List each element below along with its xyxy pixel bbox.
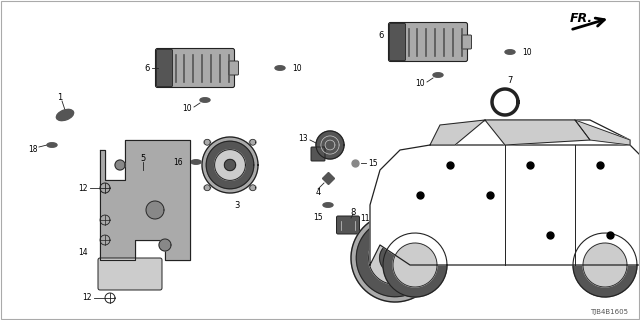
Text: 1: 1 [58,92,63,101]
Polygon shape [356,219,434,297]
Polygon shape [575,120,630,145]
Polygon shape [214,150,245,180]
Text: 18: 18 [29,145,38,154]
Polygon shape [146,201,164,219]
FancyBboxPatch shape [388,22,467,61]
Text: FR.: FR. [570,12,593,25]
Polygon shape [380,243,410,273]
Ellipse shape [56,109,74,121]
Polygon shape [225,159,236,171]
Text: TJB4B1605: TJB4B1605 [590,309,628,315]
Polygon shape [583,243,627,287]
Polygon shape [369,232,421,284]
Polygon shape [573,233,637,297]
Text: 4: 4 [316,188,321,196]
FancyBboxPatch shape [461,35,472,49]
Polygon shape [393,243,437,287]
Ellipse shape [204,140,211,145]
Text: 2: 2 [593,154,598,163]
Text: 3: 3 [234,201,240,210]
Text: 11: 11 [360,213,370,222]
FancyBboxPatch shape [156,49,234,87]
Text: 13: 13 [298,133,308,142]
Text: 10: 10 [182,103,192,113]
Text: 15: 15 [368,158,378,167]
Polygon shape [370,145,640,265]
Text: 10: 10 [415,78,425,87]
FancyBboxPatch shape [98,258,162,290]
Ellipse shape [448,238,456,242]
Text: 17: 17 [565,211,575,220]
Ellipse shape [505,50,515,54]
Polygon shape [100,140,190,260]
Polygon shape [159,239,171,251]
Text: 12: 12 [83,293,92,302]
FancyBboxPatch shape [337,216,360,234]
Text: 10: 10 [292,63,301,73]
Text: 16: 16 [173,157,183,166]
FancyBboxPatch shape [390,23,406,60]
Text: 7: 7 [508,76,513,84]
Text: 9: 9 [462,236,467,244]
Text: 10: 10 [522,47,532,57]
Ellipse shape [200,98,210,102]
Polygon shape [430,120,485,145]
FancyBboxPatch shape [157,50,173,86]
Text: 12: 12 [79,183,88,193]
Polygon shape [485,120,590,145]
Text: 5: 5 [140,154,146,163]
Polygon shape [206,141,254,189]
Text: 8: 8 [350,207,356,217]
Polygon shape [548,145,588,185]
Polygon shape [316,131,344,159]
Ellipse shape [433,73,443,77]
Polygon shape [202,137,258,193]
Ellipse shape [191,160,201,164]
FancyBboxPatch shape [228,61,239,75]
Polygon shape [383,233,447,297]
Text: 15: 15 [313,212,323,221]
FancyBboxPatch shape [311,147,325,161]
Ellipse shape [249,185,256,190]
Polygon shape [388,252,402,265]
Polygon shape [351,214,439,302]
Ellipse shape [204,185,211,190]
Ellipse shape [275,66,285,70]
Ellipse shape [47,143,57,147]
Ellipse shape [566,198,574,202]
Text: 6: 6 [379,30,384,39]
Text: 6: 6 [145,63,150,73]
Polygon shape [430,120,630,145]
Ellipse shape [249,140,256,145]
Text: 14: 14 [78,247,88,257]
Polygon shape [115,160,125,170]
Ellipse shape [323,203,333,207]
